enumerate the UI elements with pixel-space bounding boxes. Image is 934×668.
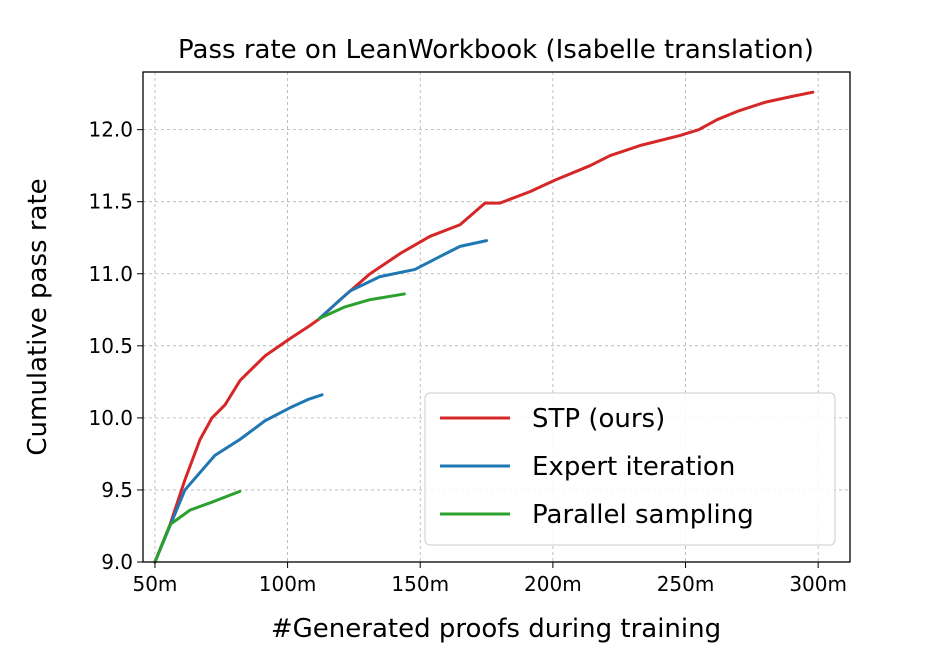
series-line-parallel-sampling — [317, 292, 406, 320]
x-tick-label: 100m — [259, 572, 317, 596]
y-axis: 9.0 9.5 10.0 10.5 11.0 11.5 12.0 — [88, 118, 143, 574]
y-tick-label: 11.0 — [88, 262, 133, 286]
legend-label-expert-iteration: Expert iteration — [532, 452, 735, 482]
y-axis-label: Cumulative pass rate — [23, 178, 53, 455]
x-tick-label: 250m — [657, 572, 715, 596]
x-axis-label: #Generated proofs during training — [271, 614, 721, 644]
chart-title: Pass rate on LeanWorkbook (Isabelle tran… — [178, 35, 814, 65]
series-line-stp-ours — [153, 90, 815, 564]
series-lines — [153, 90, 815, 564]
x-tick-label: 50m — [132, 572, 177, 596]
y-tick-label: 10.0 — [88, 406, 133, 430]
legend-box — [424, 392, 836, 546]
y-tick-label: 11.5 — [88, 190, 133, 214]
x-tick-label: 300m — [789, 572, 847, 596]
x-tick-label: 200m — [524, 572, 582, 596]
legend-label-stp-ours: STP (ours) — [532, 404, 665, 434]
legend: STP (ours) Expert iteration Parallel sampl… — [424, 392, 836, 546]
y-tick-label: 9.0 — [101, 550, 133, 574]
y-tick-label: 10.5 — [88, 334, 133, 358]
series-line-parallel-sampling — [153, 489, 242, 564]
y-tick-label: 9.5 — [101, 478, 133, 502]
series-line-expert-iteration — [317, 239, 489, 320]
x-tick-label: 150m — [391, 572, 449, 596]
series-line-expert-iteration — [153, 393, 324, 564]
y-tick-label: 12.0 — [88, 118, 133, 142]
plot-frame — [142, 71, 851, 563]
legend-label-parallel-sampling: Parallel sampling — [532, 500, 754, 530]
x-axis: 50m 100m 150m 200m 250m 300m — [132, 562, 847, 596]
